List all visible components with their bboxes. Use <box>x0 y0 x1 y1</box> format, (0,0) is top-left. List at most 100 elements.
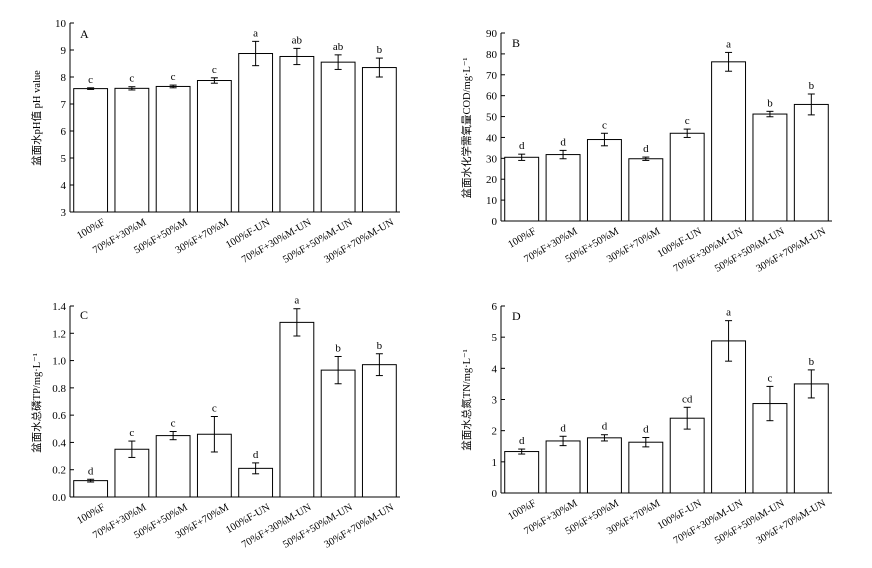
y-tick-label: 30 <box>486 153 498 165</box>
y-tick-label: 0.4 <box>52 437 66 449</box>
bar <box>711 340 747 494</box>
significance-label: c <box>88 74 93 86</box>
bar <box>361 67 397 213</box>
significance-label: c <box>767 372 772 384</box>
y-tick-label: 1.4 <box>52 301 66 313</box>
y-tick-label: 90 <box>486 28 498 40</box>
y-tick-label: 9 <box>61 45 67 57</box>
bar <box>73 480 109 498</box>
significance-label: c <box>212 403 217 415</box>
bar <box>628 441 664 494</box>
y-tick-label: 0.8 <box>52 383 66 395</box>
y-tick-label: 40 <box>486 132 498 144</box>
significance-label: c <box>602 119 607 131</box>
panel-letter: C <box>80 308 88 322</box>
significance-label: a <box>253 27 258 39</box>
y-tick-label: 0.2 <box>52 465 66 477</box>
significance-label: d <box>560 422 566 434</box>
x-tick-label: 100%F <box>506 498 538 523</box>
significance-label: ab <box>333 41 344 53</box>
bar <box>504 451 540 494</box>
significance-label: d <box>560 136 566 148</box>
panel-letter: B <box>512 36 520 50</box>
panel-a-ph-chart: A 盆面水pH值 pH value 3 4 5 6 7 8 9 10 c 100%F c 70%F+3… <box>30 18 400 266</box>
bar <box>711 61 747 222</box>
significance-label: b <box>809 356 815 368</box>
y-axis-label: 盆面水化学需氧量COD/mg·L⁻¹ <box>460 57 473 198</box>
significance-label: d <box>643 143 649 155</box>
y-tick-label: 5 <box>492 332 498 344</box>
significance-label: d <box>643 424 649 436</box>
significance-label: cd <box>682 393 693 405</box>
significance-label: a <box>294 295 299 307</box>
y-tick-label: 20 <box>486 174 498 186</box>
significance-label: c <box>171 71 176 83</box>
y-tick-label: 5 <box>61 153 67 165</box>
y-tick-label: 7 <box>61 99 67 111</box>
bar <box>669 132 705 222</box>
significance-label: d <box>519 140 525 152</box>
significance-label: d <box>253 449 259 461</box>
significance-label: d <box>602 421 608 433</box>
significance-label: c <box>685 115 690 127</box>
x-tick-label: 70%F+30%M-UN <box>240 502 314 551</box>
y-tick-label: 0.6 <box>52 410 66 422</box>
x-tick-label: 50%F+50%M-UN <box>281 217 355 266</box>
y-axis-label: 盆面水总氮TN/mg·L⁻¹ <box>460 349 473 450</box>
significance-label: c <box>212 64 217 76</box>
significance-label: c <box>129 73 134 85</box>
y-tick-label: 80 <box>486 49 498 61</box>
bar <box>361 364 397 498</box>
significance-label: a <box>726 307 731 319</box>
y-tick-label: 1 <box>492 457 498 469</box>
bar <box>752 113 788 222</box>
significance-label: d <box>88 465 94 477</box>
y-tick-label: 8 <box>61 72 67 84</box>
bar <box>628 158 664 222</box>
x-tick-label: 70%F+30%M-UN <box>672 226 746 275</box>
bar <box>545 154 581 222</box>
bar <box>196 80 232 213</box>
y-tick-label: 0 <box>492 488 498 500</box>
bar <box>545 440 581 494</box>
y-tick-label: 10 <box>486 195 498 207</box>
y-axis-label: 盆面水总磷TP/mg·L⁻¹ <box>30 353 43 453</box>
bar <box>320 369 356 498</box>
bar <box>586 437 622 494</box>
significance-label: c <box>129 427 134 439</box>
bar <box>114 87 150 213</box>
bar <box>279 321 315 498</box>
bar <box>238 53 274 213</box>
significance-label: c <box>171 418 176 430</box>
y-tick-label: 50 <box>486 112 498 124</box>
x-tick-label: 30%F+70%M-UN <box>323 217 397 266</box>
x-tick-label: 50%F+50%M-UN <box>713 226 787 275</box>
significance-label: b <box>377 340 383 352</box>
panel-letter: D <box>512 309 521 323</box>
y-tick-label: 1.2 <box>52 328 66 340</box>
significance-label: b <box>335 342 341 354</box>
panel-d-tn-chart: D 盆面水总氮TN/mg·L⁻¹ 0 1 2 3 4 5 6 d 100%F d 70%F+30%M… <box>460 301 832 547</box>
panel-letter: A <box>80 27 89 41</box>
bar <box>586 139 622 222</box>
panel-c-tp-chart: C 盆面水总磷TP/mg·L⁻¹ 0.0 0.2 0.4 0.6 0.8 1.0 1.2 1.… <box>30 295 400 551</box>
y-tick-label: 3 <box>492 395 498 407</box>
bar <box>320 61 356 213</box>
y-tick-label: 0.0 <box>52 492 66 504</box>
y-tick-label: 60 <box>486 91 498 103</box>
y-tick-label: 6 <box>61 126 67 138</box>
y-tick-label: 10 <box>55 18 67 30</box>
y-tick-label: 3 <box>61 207 67 219</box>
bar <box>73 88 109 213</box>
y-tick-label: 0 <box>492 216 498 228</box>
x-tick-label: 50%F+50%M-UN <box>281 502 355 551</box>
bar <box>504 156 540 222</box>
y-tick-label: 2 <box>492 426 498 438</box>
significance-label: b <box>809 80 815 92</box>
bar <box>155 435 191 498</box>
bar <box>793 103 829 222</box>
x-tick-label: 30%F+70%M-UN <box>323 502 397 551</box>
significance-label: a <box>726 38 731 50</box>
x-tick-label: 100%F <box>75 502 107 527</box>
